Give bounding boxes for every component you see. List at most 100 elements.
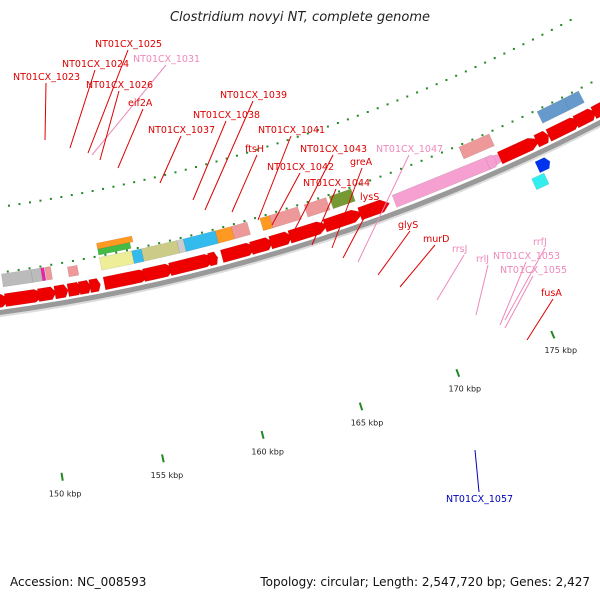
tick-dot xyxy=(147,244,150,247)
tick-dot xyxy=(420,159,423,162)
tick-dot xyxy=(256,148,259,151)
gene-leader-line xyxy=(87,49,129,154)
tick-dot xyxy=(264,214,267,217)
tick-dot xyxy=(356,114,359,117)
gene-leader-line xyxy=(292,154,334,234)
tick-dot xyxy=(471,138,474,141)
gene-block xyxy=(268,206,302,229)
gene-block xyxy=(214,226,235,244)
gene-leader-line xyxy=(231,154,258,213)
gene-label: NT01CX_1053 xyxy=(493,251,560,262)
tick-dot xyxy=(254,217,257,220)
gene-block xyxy=(176,238,187,254)
gene-leader-line xyxy=(357,154,410,263)
tick-dot xyxy=(184,168,187,171)
tick-dot xyxy=(522,43,525,46)
tick-dot xyxy=(327,194,330,197)
tick-dot xyxy=(17,268,20,271)
tick-dot xyxy=(195,166,198,169)
gene-leader-line xyxy=(399,244,436,288)
gene-leader-line xyxy=(271,172,301,226)
cds-arrow xyxy=(268,231,293,250)
gene-leader-line xyxy=(504,247,546,321)
kbp-tick-label: 170 kbp xyxy=(449,385,482,394)
gene-label: NT01CX_1042 xyxy=(267,162,334,173)
gene-label: rrlJ xyxy=(476,254,489,265)
tick-dot xyxy=(481,134,484,137)
tick-dot xyxy=(369,179,372,182)
cds-arrow xyxy=(533,130,549,148)
gene-block xyxy=(536,98,570,124)
tick-dot xyxy=(112,185,115,188)
tick-dot xyxy=(246,151,249,154)
cds-arrow xyxy=(496,137,542,165)
tick-dot xyxy=(416,91,419,94)
cds-arrow xyxy=(88,278,101,293)
gene-leader-line xyxy=(99,90,120,161)
gene-leader-line xyxy=(377,230,411,276)
gene-label: NT01CX_1044 xyxy=(303,178,370,189)
gene-leader-line xyxy=(204,100,254,211)
cds-arrow xyxy=(36,286,57,302)
cds-arrow xyxy=(572,108,597,129)
tick-dot xyxy=(445,79,448,82)
cds-arrow xyxy=(207,251,218,267)
tick-dot xyxy=(122,183,125,186)
tick-dot xyxy=(81,192,84,195)
gene-block xyxy=(259,215,274,232)
tick-dot xyxy=(168,239,171,242)
accession-label: Accession: NC_008593 xyxy=(10,575,147,589)
tick-dot xyxy=(285,207,288,210)
tick-dot xyxy=(158,242,161,245)
tick-dot xyxy=(560,23,563,26)
kbp-tick xyxy=(455,368,461,378)
tick-dot xyxy=(235,154,238,157)
kbp-tick xyxy=(161,454,165,463)
tick-dot xyxy=(125,249,128,252)
tick-dot xyxy=(136,246,139,249)
gene-block xyxy=(458,133,495,160)
kbp-tick xyxy=(260,430,265,440)
kbp-tick-label: 155 kbp xyxy=(151,471,184,480)
tick-dot xyxy=(512,47,515,50)
tick-dot xyxy=(461,142,464,145)
tick-dot xyxy=(215,160,218,163)
tick-dot xyxy=(376,107,379,110)
gene-label: glyS xyxy=(398,220,418,231)
tick-dot xyxy=(275,210,278,213)
tick-dot xyxy=(338,190,341,193)
tick-dot xyxy=(143,178,146,181)
gene-label: ftsH xyxy=(245,144,264,155)
tick-dot xyxy=(580,86,583,89)
gene-leader-line xyxy=(44,82,47,141)
tick-dot xyxy=(430,155,433,158)
tick-dot xyxy=(451,147,454,150)
tick-dot xyxy=(6,270,9,273)
tick-dot xyxy=(336,121,339,124)
tick-dot xyxy=(570,91,573,94)
tick-dot xyxy=(326,125,329,128)
backbone xyxy=(0,119,600,317)
tick-dot xyxy=(379,175,382,178)
gene-label: murD xyxy=(423,234,450,245)
tick-dot xyxy=(200,231,203,234)
gene-block xyxy=(328,188,356,210)
cds-arrow xyxy=(248,237,274,255)
tick-dot xyxy=(276,142,279,145)
gene-leader-line xyxy=(69,69,96,149)
gene-leader-line xyxy=(342,202,373,259)
tick-dot xyxy=(531,111,534,114)
cds-arrow xyxy=(484,154,497,170)
gene-label: NT01CX_1057 xyxy=(446,494,513,505)
gene-label: NT01CX_1041 xyxy=(258,125,325,136)
gene-leader-line xyxy=(499,261,527,326)
tick-dot xyxy=(551,101,554,104)
gene-block xyxy=(140,240,181,262)
gene-label: NT01CX_1031 xyxy=(133,54,200,65)
tick-dot xyxy=(266,145,269,148)
gene-block xyxy=(563,90,585,111)
tick-dot xyxy=(71,259,74,262)
tick-dot xyxy=(306,200,309,203)
gene-leader-line xyxy=(311,188,337,246)
